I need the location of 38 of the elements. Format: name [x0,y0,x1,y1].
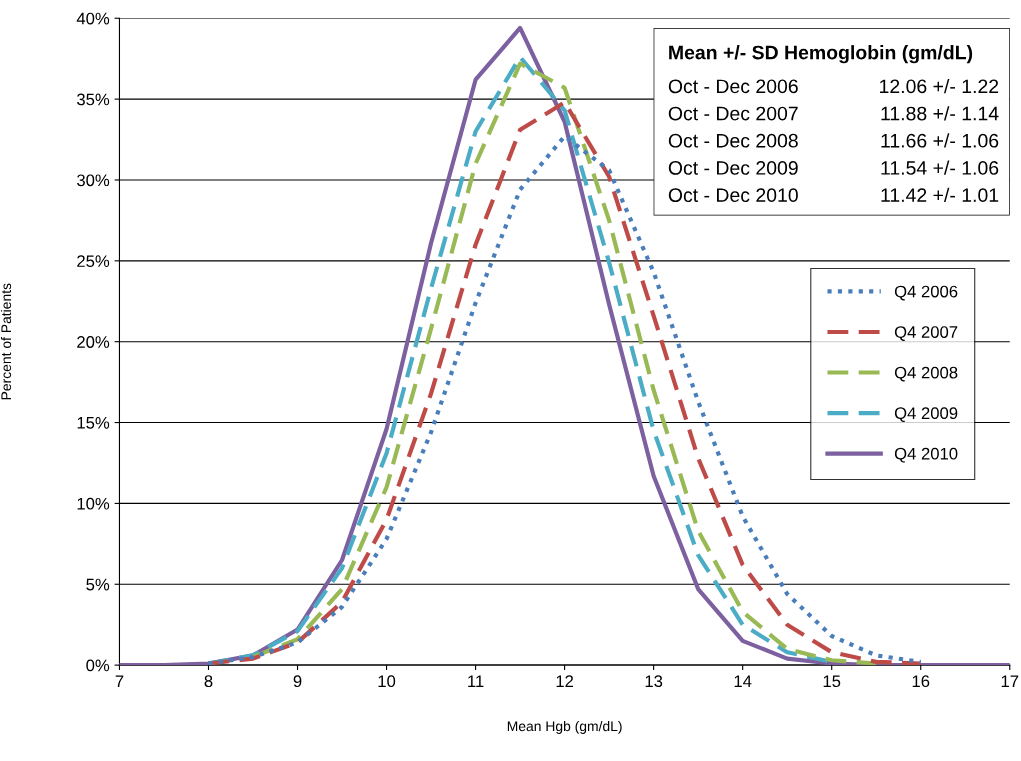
y-tick-label: 15% [77,417,110,429]
x-tick-label: 9 [293,675,302,688]
x-tick-label: 16 [912,675,930,688]
annotation: 11.88 +/- 1.14 [881,106,999,121]
x-tick-label: 12 [556,675,574,687]
annotation: Oct - Dec 2010 [668,188,798,203]
x-tick-label: 14 [734,675,752,687]
y-tick-label: 5% [86,578,110,591]
x-tick-label: 10 [378,675,396,688]
annotation: 11.42 +/- 1.01 [881,187,999,203]
annotation: 12.06 +/- 1.22 [880,78,999,94]
y-axis-title: Percent of Patients [0,283,12,400]
legend-label: Q4 2010 [894,447,958,463]
x-tick-label: 8 [204,675,213,688]
annotation: Oct - Dec 2008 [668,133,798,148]
y-tick-label: 0% [86,659,110,672]
legend-label: Q4 2008 [894,366,958,382]
x-tick-label: 7 [115,675,124,687]
x-tick-label: 13 [645,675,663,688]
y-tick-label: 10% [77,497,110,510]
annotation: Oct - Dec 2009 [668,161,798,175]
x-tick-label: 17 [1001,675,1019,687]
y-tick-label: 35% [77,93,110,106]
legend-label: Q4 2006 [894,285,958,301]
y-tick-label: 20% [77,336,110,348]
x-axis-title: Mean Hgb (gm/dL) [507,720,622,734]
annotation: 11.66 +/- 1.06 [881,133,999,148]
y-tick-label: 25% [77,255,110,268]
legend-label: Q4 2007 [894,326,958,341]
legend-label: Q4 2009 [894,407,958,423]
y-tick-label: 40% [76,12,110,25]
annotation: Oct - Dec 2006 [668,79,798,94]
annotation: Oct - Dec 2007 [668,106,798,121]
annotation: 11.54 +/- 1.06 [881,160,999,175]
annotation: Mean +/- SD Hemoglobin (gm/dL) [669,45,973,64]
y-tick-label: 30% [77,174,110,187]
x-tick-label: 11 [468,675,484,687]
x-tick-label: 15 [823,675,841,688]
